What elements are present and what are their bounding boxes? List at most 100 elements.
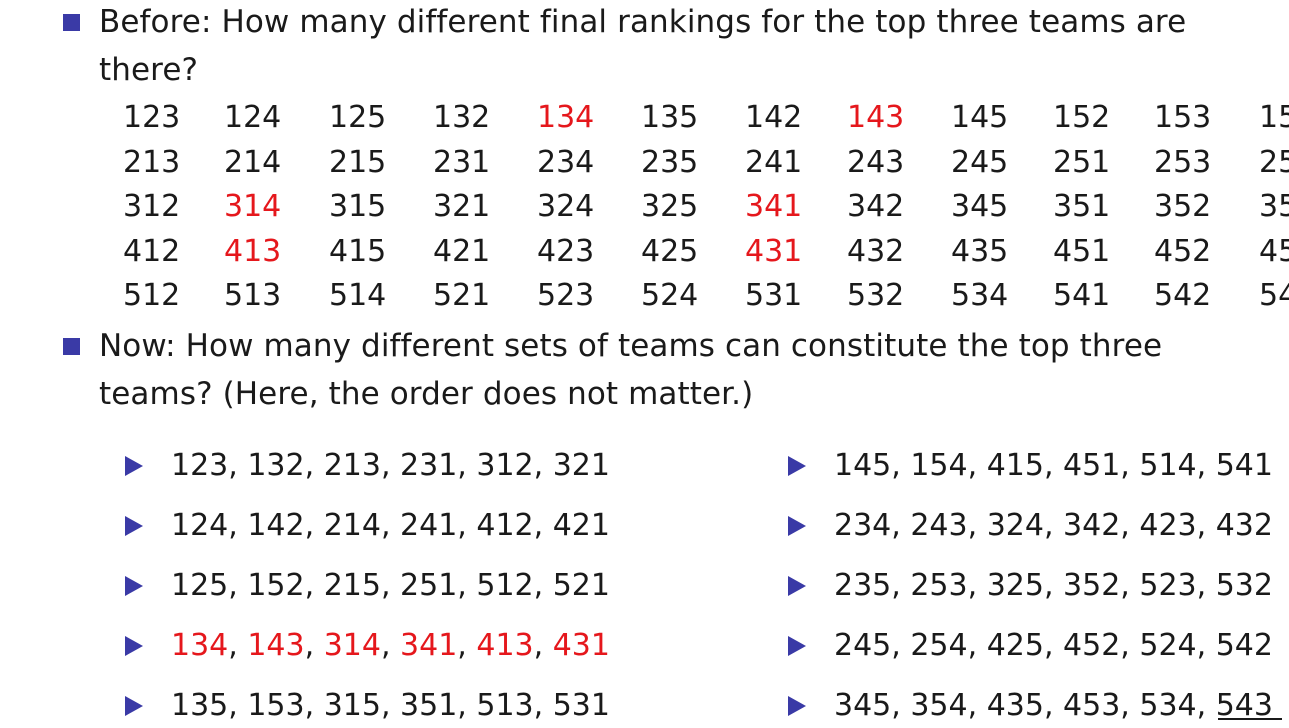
set-list-text: 125, 152, 215, 251, 512, 521: [171, 568, 610, 603]
grid-cell: 514: [329, 278, 387, 314]
triangle-bullet-icon: [788, 696, 806, 716]
question-before-line1: Before: How many different final ranking…: [99, 4, 1187, 40]
grid-cell: 432: [847, 233, 905, 269]
divider-line: [1218, 718, 1282, 720]
set-list-text: 134, 143, 314, 341, 413, 431: [171, 628, 610, 663]
grid-cell: 421: [433, 233, 491, 269]
question-now-line2: teams? (Here, the order does not matter.…: [99, 376, 754, 412]
grid-cell: 341: [745, 189, 803, 225]
set-value: 342: [1063, 508, 1121, 543]
grid-cell: 415: [329, 233, 387, 269]
set-list-text: 234, 243, 324, 342, 423, 432: [834, 508, 1273, 543]
set-value: 521: [552, 568, 610, 603]
grid-cell: 412: [123, 233, 181, 269]
grid-cell: 134: [537, 100, 595, 135]
grid-cell: 142: [745, 100, 803, 135]
grid-cell: 231: [433, 144, 491, 180]
grid-cell: 253: [1154, 144, 1212, 180]
set-value: 351: [400, 688, 458, 723]
grid-cell: 235: [641, 144, 699, 180]
grid-cell: 251: [1053, 144, 1111, 180]
bullet-square-icon: [63, 14, 80, 31]
set-value: 152: [247, 568, 305, 603]
set-value: 413: [476, 628, 534, 663]
grid-cell: 243: [847, 144, 905, 180]
set-value: 432: [1215, 508, 1273, 543]
grid-cell: 124: [224, 100, 282, 135]
set-list-text: 135, 153, 315, 351, 513, 531: [171, 688, 610, 723]
grid-cell: 325: [641, 189, 699, 225]
set-value: 431: [552, 628, 610, 663]
set-value: 142: [247, 508, 305, 543]
set-value: 154: [910, 448, 968, 483]
set-value: 123: [171, 448, 229, 483]
set-value: 513: [476, 688, 534, 723]
triangle-bullet-icon: [788, 636, 806, 656]
grid-cell: 312: [123, 189, 181, 225]
triangle-bullet-icon: [788, 576, 806, 596]
set-value: 415: [986, 448, 1044, 483]
set-list-text: 123, 132, 213, 231, 312, 321: [171, 448, 610, 483]
set-value: 254: [910, 628, 968, 663]
triangle-bullet-icon: [125, 576, 143, 596]
set-value: 143: [247, 628, 305, 663]
grid-cell: 15: [1259, 100, 1289, 135]
grid-cell: 35: [1259, 189, 1289, 225]
set-value: 412: [476, 508, 534, 543]
grid-cell: 452: [1154, 233, 1212, 269]
grid-cell: 521: [433, 278, 491, 314]
set-value: 124: [171, 508, 229, 543]
grid-cell: 541: [1053, 278, 1111, 314]
set-value: 435: [986, 688, 1044, 723]
grid-cell: 145: [951, 100, 1009, 135]
set-value: 423: [1139, 508, 1197, 543]
grid-cell: 534: [951, 278, 1009, 314]
grid-cell: 132: [433, 100, 491, 135]
set-value: 125: [171, 568, 229, 603]
grid-cell: 542: [1154, 278, 1212, 314]
set-value: 245: [834, 628, 892, 663]
set-value: 354: [910, 688, 968, 723]
grid-cell: 315: [329, 189, 387, 225]
set-value: 524: [1139, 628, 1197, 663]
grid-cell: 532: [847, 278, 905, 314]
set-value: 135: [171, 688, 229, 723]
set-value: 421: [552, 508, 610, 543]
grid-cell: 125: [329, 100, 387, 135]
grid-cell: 524: [641, 278, 699, 314]
grid-cell: 321: [433, 189, 491, 225]
set-value: 345: [834, 688, 892, 723]
set-value: 241: [400, 508, 458, 543]
set-value: 324: [986, 508, 1044, 543]
set-value: 352: [1063, 568, 1121, 603]
set-value: 541: [1215, 448, 1273, 483]
set-value: 134: [171, 628, 229, 663]
grid-cell: 153: [1154, 100, 1212, 135]
grid-cell: 451: [1053, 233, 1111, 269]
grid-cell: 135: [641, 100, 699, 135]
grid-cell: 351: [1053, 189, 1111, 225]
grid-cell: 431: [745, 233, 803, 269]
set-value: 145: [834, 448, 892, 483]
grid-cell: 423: [537, 233, 595, 269]
set-value: 452: [1063, 628, 1121, 663]
set-value: 214: [323, 508, 381, 543]
grid-cell: 152: [1053, 100, 1111, 135]
grid-cell: 512: [123, 278, 181, 314]
grid-cell: 342: [847, 189, 905, 225]
set-value: 543: [1215, 688, 1273, 723]
set-value: 425: [986, 628, 1044, 663]
set-value: 321: [552, 448, 610, 483]
set-value: 532: [1215, 568, 1273, 603]
grid-cell: 234: [537, 144, 595, 180]
set-list-text: 124, 142, 214, 241, 412, 421: [171, 508, 610, 543]
set-value: 512: [476, 568, 534, 603]
set-value: 213: [323, 448, 381, 483]
set-value: 235: [834, 568, 892, 603]
grid-cell: 241: [745, 144, 803, 180]
set-value: 132: [247, 448, 305, 483]
set-value: 243: [910, 508, 968, 543]
question-now-line1: Now: How many different sets of teams ca…: [99, 328, 1163, 364]
grid-cell: 314: [224, 189, 282, 225]
